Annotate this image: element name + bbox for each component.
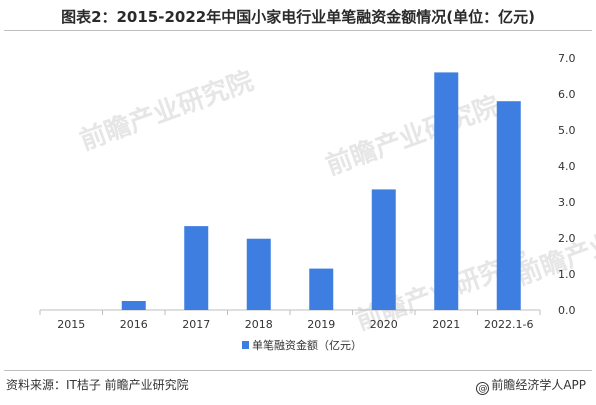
- y-tick-label: 7.0: [558, 52, 576, 65]
- x-tick-label: 2019: [307, 318, 335, 331]
- bar-series: [121, 72, 521, 311]
- brand-credit: @ 前瞻经济学人APP: [476, 376, 586, 395]
- y-tick-label: 0.0: [558, 304, 576, 317]
- chart-legend: 单笔融资金额（亿元）: [242, 338, 362, 352]
- chart-title: 图表2：2015-2022年中国小家电行业单笔融资金额情况(单位：亿元): [61, 8, 535, 26]
- x-tick-label: 2022.1-6: [484, 318, 533, 331]
- x-axis-labels: 2015 2016 2017 2018 2019 2020 2021 2022.1-6: [57, 318, 533, 331]
- y-tick-label: 2.0: [558, 232, 576, 245]
- x-tick-label: 2017: [182, 318, 210, 331]
- legend-swatch: [242, 341, 249, 349]
- bar: [309, 268, 334, 310]
- bar: [121, 301, 146, 310]
- bar: [371, 189, 396, 310]
- x-tick-label: 2021: [432, 318, 460, 331]
- x-tick-label: 2018: [245, 318, 273, 331]
- bar-chart: 前瞻产业研究院前瞻产业研究院前瞻产业研究院前瞻产业研究院 20152016201…: [39, 52, 596, 352]
- x-tick-label: 2020: [370, 318, 398, 331]
- y-tick-label: 1.0: [558, 268, 576, 281]
- y-axis-labels: 0.0 1.0 2.0 3.0 4.0 5.0 6.0 7.0: [558, 52, 576, 317]
- bar: [184, 226, 209, 310]
- brand-label: 前瞻经济学人APP: [491, 378, 586, 392]
- bar: [496, 101, 521, 310]
- watermark-text: 前瞻产业研究院: [76, 65, 258, 156]
- title-divider: [4, 30, 592, 31]
- y-tick-label: 4.0: [558, 160, 576, 173]
- at-sign-icon: @: [476, 382, 490, 395]
- x-tick-label: 2015: [57, 318, 85, 331]
- x-tick-label: 2016: [120, 318, 148, 331]
- chart-axes: [39, 309, 541, 315]
- legend-label: 单笔融资金额（亿元）: [252, 338, 362, 352]
- bar: [434, 72, 459, 311]
- bar: [246, 238, 271, 310]
- source-note: 资料来源：IT桔子 前瞻产业研究院: [6, 378, 189, 392]
- watermark-text: 前瞻产业研究院: [322, 90, 504, 181]
- watermark-text: 前瞻产业研究院: [512, 200, 596, 291]
- y-tick-label: 3.0: [558, 196, 576, 209]
- y-tick-label: 6.0: [558, 88, 576, 101]
- footer-divider: [4, 370, 592, 371]
- y-tick-label: 5.0: [558, 124, 576, 137]
